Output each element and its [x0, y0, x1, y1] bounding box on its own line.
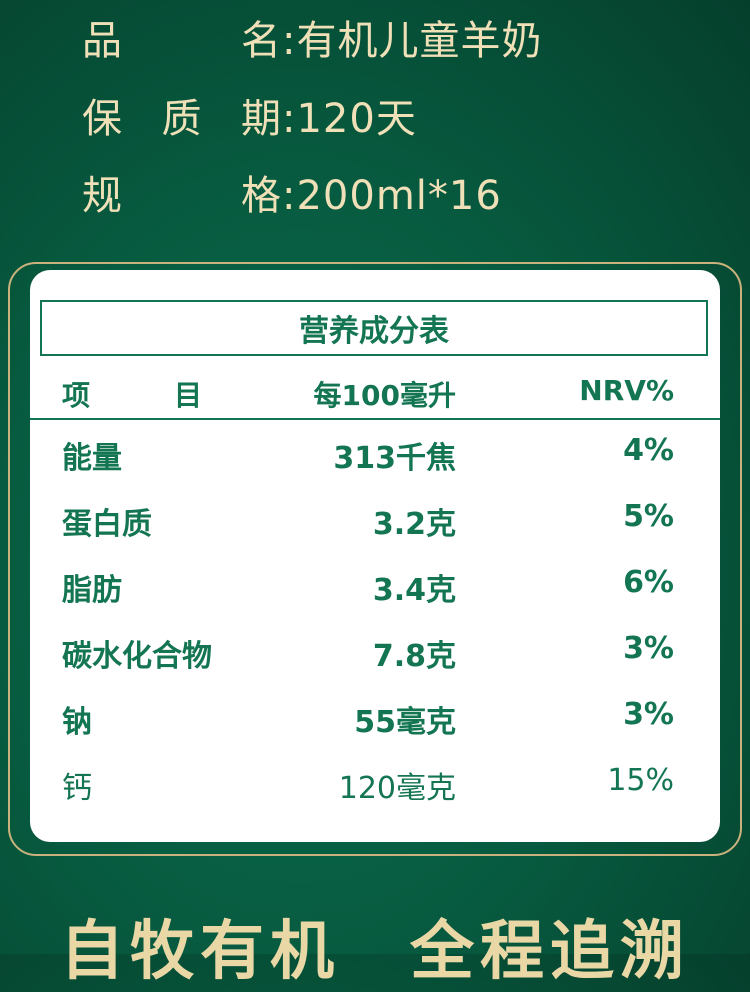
cell-item: 钠: [62, 705, 92, 740]
cell-amount: 3.4克: [372, 573, 456, 608]
table-row: 碳水化合物 7.8克 3%: [30, 631, 720, 681]
cell-amount: 7.8克: [372, 639, 456, 674]
table-row: 蛋白质 3.2克 5%: [30, 499, 720, 549]
cell-item: 脂肪: [62, 573, 122, 608]
nutrition-table: 营养成分表 项 目 每100毫升 NRV% 能量 313千焦 4% 蛋白质 3.2克 5%…: [30, 270, 720, 842]
table-row: 脂肪 3.4克 6%: [30, 565, 720, 615]
table-title: 营养成分表: [40, 300, 708, 356]
table-row: 能量 313千焦 4%: [30, 433, 720, 483]
slogan: 自牧有机 全程追溯: [60, 915, 690, 989]
table-header: 项 目 每100毫升 NRV%: [30, 370, 720, 420]
cell-item: 蛋白质: [62, 507, 152, 542]
cell-nrv: 15%: [607, 763, 674, 798]
cell-amount: 120毫克: [338, 771, 456, 806]
header-amount: 每100毫升: [313, 379, 456, 412]
product-name: 品名:有机儿童羊奶: [82, 18, 543, 64]
cell-nrv: 3%: [623, 697, 674, 732]
cell-item: 碳水化合物: [62, 639, 212, 674]
cell-amount: 55毫克: [354, 705, 456, 740]
decorative-frame: [8, 262, 742, 856]
shelf-life: 保质期:120天: [82, 96, 417, 142]
specification: 规格:200ml*16: [82, 173, 502, 219]
cell-amount: 313千焦: [333, 441, 456, 476]
cell-item: 能量: [62, 441, 122, 476]
header-item: 项 目: [62, 379, 203, 412]
cell-amount: 3.2克: [372, 507, 456, 542]
header-nrv: NRV%: [579, 374, 674, 407]
cell-nrv: 3%: [623, 631, 674, 666]
cell-nrv: 5%: [623, 499, 674, 534]
table-row: 钙 120毫克 15%: [30, 763, 720, 813]
cell-item: 钙: [62, 771, 92, 806]
cell-nrv: 4%: [623, 433, 674, 468]
cell-nrv: 6%: [623, 565, 674, 600]
table-row: 钠 55毫克 3%: [30, 697, 720, 747]
